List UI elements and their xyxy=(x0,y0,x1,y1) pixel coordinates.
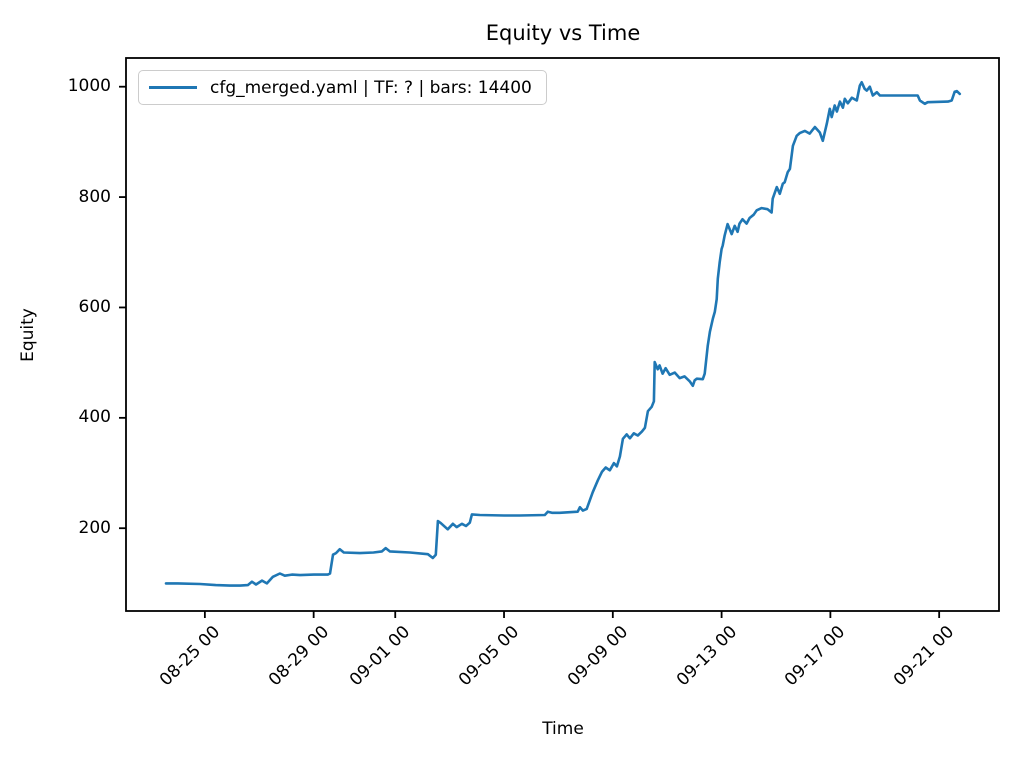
axis-ticks xyxy=(119,85,941,618)
legend: cfg_merged.yaml | TF: ? | bars: 14400 xyxy=(138,70,547,105)
y-axis-label: Equity xyxy=(18,308,38,362)
x-axis-label: Time xyxy=(542,719,584,739)
y-tick-label: 800 xyxy=(78,186,111,207)
legend-line-sample xyxy=(149,86,197,89)
chart-title: Equity vs Time xyxy=(485,21,641,45)
legend-label: cfg_merged.yaml | TF: ? | bars: 14400 xyxy=(210,77,532,98)
y-tick-label: 600 xyxy=(78,296,111,317)
equity-line xyxy=(164,81,962,587)
y-tick-label: 200 xyxy=(78,517,111,538)
y-tick-label: 1000 xyxy=(67,76,111,97)
axes-frame xyxy=(125,57,1000,612)
y-tick-label: 400 xyxy=(78,407,111,428)
